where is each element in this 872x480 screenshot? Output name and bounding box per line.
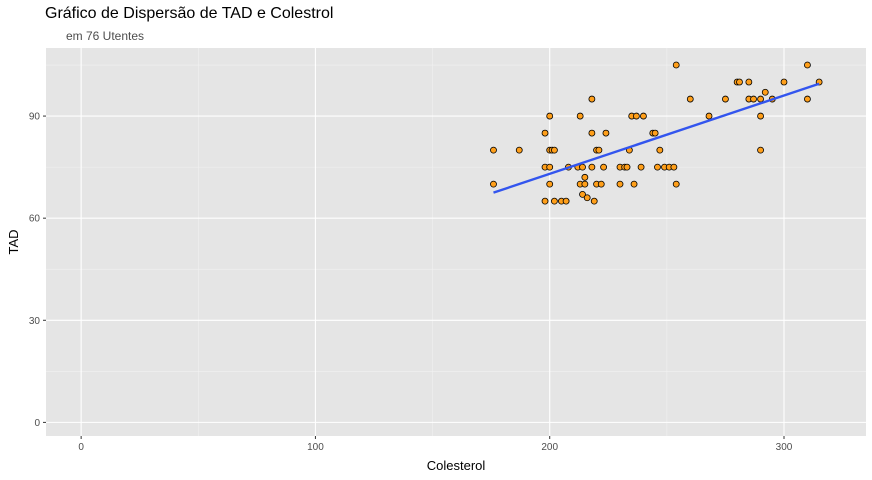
data-point	[780, 78, 788, 86]
data-point	[804, 61, 811, 69]
data-point	[546, 112, 554, 120]
data-point	[590, 197, 598, 205]
data-point	[672, 61, 680, 69]
y-tick-label: 0	[34, 418, 40, 429]
data-point	[637, 163, 645, 171]
data-point	[804, 95, 811, 103]
x-tick-label: 200	[541, 442, 558, 453]
data-point	[757, 112, 764, 120]
x-tick-label: 300	[776, 442, 793, 453]
data-point	[551, 146, 558, 154]
x-tick-label: 100	[307, 442, 324, 453]
data-point	[551, 197, 558, 205]
data-point	[736, 78, 743, 86]
data-point	[686, 95, 694, 103]
chart-title: Gráfico de Dispersão de TAD e Colestrol	[45, 5, 334, 22]
data-point	[633, 112, 640, 120]
data-point	[623, 163, 631, 171]
data-point	[630, 180, 638, 188]
data-point	[670, 163, 678, 171]
data-point	[588, 129, 596, 137]
data-point	[595, 146, 603, 154]
data-point	[546, 163, 554, 171]
data-point	[656, 146, 664, 154]
major-gridlines	[46, 48, 866, 436]
data-point	[581, 173, 589, 181]
data-point	[588, 163, 596, 171]
trend-line-group	[493, 82, 820, 194]
data-point	[588, 95, 596, 103]
data-point	[600, 163, 607, 171]
data-point	[705, 112, 713, 120]
x-tick-label: 0	[78, 442, 84, 453]
y-tick-label: 30	[29, 316, 41, 327]
data-point	[722, 95, 729, 103]
data-point	[597, 180, 605, 188]
data-point	[562, 197, 570, 205]
y-tick-label: 90	[29, 112, 41, 123]
regression-line	[493, 82, 820, 194]
chart-subtitle: em 76 Utentes	[66, 29, 145, 43]
data-point	[640, 112, 647, 120]
data-point	[602, 129, 610, 137]
data-point	[579, 163, 586, 171]
data-point	[757, 95, 764, 103]
y-axis-title: TAD	[6, 229, 21, 254]
data-point	[490, 180, 497, 188]
data-point	[757, 146, 764, 154]
y-tick-label: 60	[29, 214, 41, 225]
data-point	[750, 95, 757, 103]
data-point	[541, 197, 549, 205]
minor-gridlines	[46, 48, 866, 436]
data-point	[583, 194, 591, 202]
data-point	[654, 163, 661, 171]
data-point	[541, 129, 549, 137]
data-point	[581, 180, 589, 188]
data-point	[616, 180, 624, 188]
data-point	[546, 180, 554, 188]
x-axis-title: Colesterol	[427, 458, 486, 473]
data-point	[515, 146, 523, 154]
data-point	[490, 146, 497, 154]
data-point	[576, 112, 584, 120]
data-points	[490, 61, 823, 205]
data-point	[579, 190, 586, 198]
data-point	[745, 78, 753, 86]
data-point	[761, 88, 769, 96]
data-point	[672, 180, 680, 188]
data-point	[651, 129, 659, 137]
plot-panel	[46, 48, 866, 436]
axis-ticks: 0 100 200 300 0 30 60 90	[29, 112, 793, 453]
